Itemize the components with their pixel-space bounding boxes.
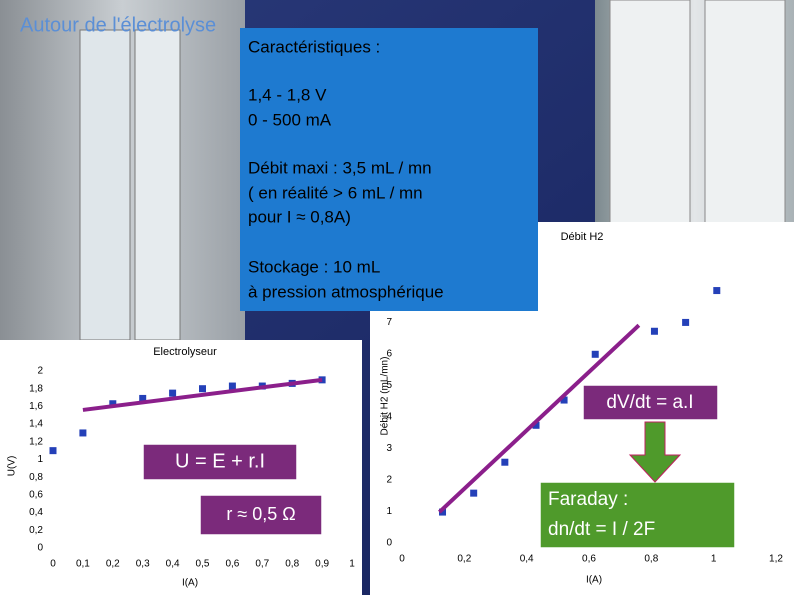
x-tick-label: 0,3 [136,559,150,570]
y-tick-label: 3 [386,443,392,454]
data-point [560,396,568,404]
tube [79,29,131,341]
x-tick-label: 0,4 [166,559,180,570]
y-tick-label: 4 [386,411,392,422]
annotation: dV/dt = a.I [606,392,693,413]
annotation: Faraday : [548,489,628,510]
data-point [199,385,206,393]
x-tick-label: 0 [399,554,405,565]
y-tick-label: 2 [37,366,43,377]
text-box-line: à pression atmosphérique [248,282,444,301]
chart-title: Débit H2 [561,231,604,243]
data-point [79,429,87,437]
text-box-line: Débit maxi : 3,5 mL / mn [248,158,432,177]
x-tick-label: 0,5 [196,559,210,570]
x-axis-label: I(A) [182,578,198,589]
data-point [109,400,117,408]
text-box-lines: Caractéristiques : 1,4 - 1,8 V 0 - 500 mA D… [248,37,444,301]
x-tick-label: 0,8 [644,554,658,565]
text-box-line: 0 - 500 mA [248,110,332,129]
tube [704,0,786,226]
trend-line [82,377,323,412]
x-tick-label: 0,2 [457,554,471,565]
annotation-box [539,481,736,549]
data-point [591,350,599,358]
y-tick-label: 1,8 [29,383,43,394]
annotation: dn/dt = I / 2F [548,519,655,540]
chart-title: Electrolyseur [153,346,217,358]
x-tick-label: 0,6 [582,554,596,565]
data-point [713,287,721,295]
data-point [169,389,177,397]
annotation: r ≈ 0,5 Ω [226,504,295,524]
y-tick-label: 0 [386,538,392,549]
annotation: U = E + r.I [175,450,265,472]
y-tick-label: 0 [37,543,43,554]
y-tick-label: 1,6 [29,401,43,412]
annotation-box [582,384,719,421]
y-tick-label: 0,4 [29,507,43,518]
data-point [49,447,57,455]
x-tick-label: 0,1 [76,559,90,570]
x-tick-label: 0,7 [255,559,269,570]
data-point [532,421,540,429]
x-tick-label: 0,6 [225,559,239,570]
y-tick-label: 1 [386,506,392,517]
arrow [628,421,682,483]
trend-line [438,323,641,514]
tube [609,0,691,226]
y-tick-label: 1,4 [29,419,43,430]
x-tick-label: 0,9 [315,559,329,570]
text-box-line: pour I ≈ 0,8A) [248,207,351,226]
text-box [240,28,538,311]
y-tick-label: 2 [386,475,392,486]
slide-title: Autour de l'électrolyse [20,14,216,36]
y-tick-label: 6 [386,348,392,359]
y-tick-label: 0,6 [29,490,43,501]
y-tick-label: 1,2 [29,436,43,447]
x-tick-label: 0,2 [106,559,120,570]
y-tick-label: 0,2 [29,525,43,536]
text-box-line: Caractéristiques : [248,37,380,56]
annotation-box [142,443,298,481]
y-tick-label: 0,8 [29,472,43,483]
charts: Electrolyseur I(A) U(V) 0 0,2 0,4 0,6 0,8 1 1,2 1,… [7,231,784,589]
y-axis-label: Débit H2 (mL/mn) [380,357,391,436]
y-tick-label: 5 [386,380,392,391]
data-point [228,382,236,390]
data-point [650,327,658,335]
x-tick-label: 0 [50,559,56,570]
text-box-line: Stockage : 10 mL [248,257,380,276]
data-point [439,508,447,516]
data-point [501,458,509,466]
annotation-box [199,494,323,536]
x-tick-label: 1 [711,554,717,565]
x-tick-label: 1 [349,559,355,570]
y-tick-label: 7 [386,317,392,328]
x-tick-label: 0,4 [520,554,534,565]
x-axis-label: I(A) [586,575,602,586]
y-tick-label: 1 [37,454,43,465]
x-tick-label: 1,2 [769,554,783,565]
data-point [682,318,690,326]
x-tick-label: 0,8 [285,559,299,570]
text-box-line: ( en réalité > 6 mL / mn [248,183,423,202]
data-point [139,394,147,402]
y-axis-label: U(V) [7,456,18,477]
text-box-line: 1,4 - 1,8 V [248,85,327,104]
data-point [470,489,478,497]
tube [134,29,181,341]
